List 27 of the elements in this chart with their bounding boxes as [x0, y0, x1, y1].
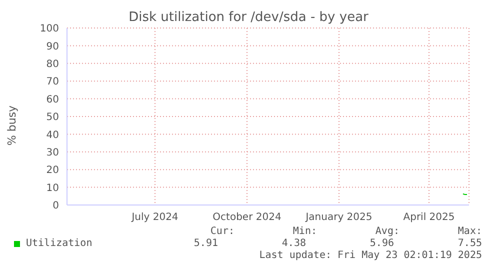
text: Cur:	[209, 226, 234, 237]
legend-label: Utilization	[26, 238, 92, 249]
x-tick-label: July 2024	[130, 212, 178, 224]
text: Last update: Fri May 23 02:01:19 2025	[259, 250, 482, 261]
y-tick-label: 50	[46, 112, 59, 124]
chart-title: Disk utilization for /dev/sda - by year	[128, 10, 370, 25]
y-tick-label: 80	[46, 58, 59, 70]
x-tick-label: January 2025	[304, 212, 372, 224]
y-tick-label: 100	[40, 24, 59, 35]
y-tick-label: 0	[52, 200, 59, 212]
y-tick-label: 20	[46, 165, 59, 176]
text: 5.96	[368, 238, 394, 249]
y-tick-label: 10	[46, 182, 59, 194]
y-tick-label: 30	[46, 147, 59, 158]
text: 7.55	[456, 238, 482, 249]
y-tick-label: 60	[46, 94, 59, 106]
x-tick-label: April 2025	[403, 212, 455, 224]
y-tick-label: 90	[46, 41, 59, 52]
y-tick-label: 40	[46, 130, 59, 141]
y-tick-label: 70	[46, 76, 59, 88]
text: Min:	[292, 226, 317, 237]
text: Avg:	[374, 226, 400, 237]
text: 5.91	[192, 238, 218, 249]
x-tick-label: October 2024	[212, 212, 282, 224]
y-axis-title: % busy	[6, 104, 18, 148]
text: 4.38	[280, 238, 306, 249]
text: Max:	[456, 226, 482, 237]
